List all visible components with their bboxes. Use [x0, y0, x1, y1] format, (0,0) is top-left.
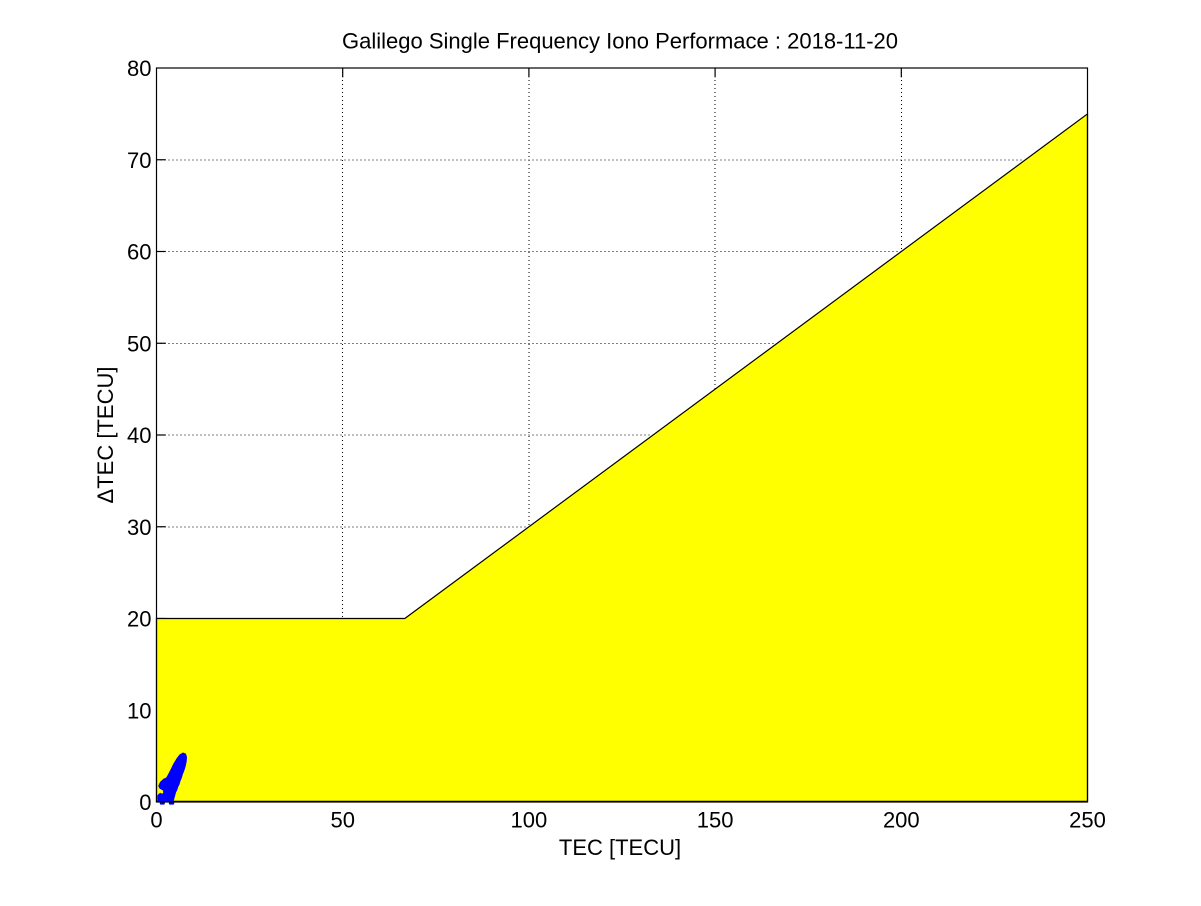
- svg-text:TEC [TECU]: TEC [TECU]: [559, 835, 681, 860]
- svg-text:50: 50: [127, 331, 151, 356]
- svg-text:40: 40: [127, 423, 151, 448]
- svg-text:20: 20: [127, 607, 151, 632]
- svg-text:0: 0: [139, 790, 151, 815]
- svg-text:10: 10: [127, 698, 151, 723]
- svg-text:ΔTEC [TECU]: ΔTEC [TECU]: [93, 367, 118, 504]
- svg-text:200: 200: [883, 808, 920, 833]
- svg-text:150: 150: [697, 808, 734, 833]
- svg-text:80: 80: [127, 56, 151, 81]
- svg-text:100: 100: [511, 808, 548, 833]
- svg-text:60: 60: [127, 240, 151, 265]
- svg-text:70: 70: [127, 148, 151, 173]
- svg-text:50: 50: [330, 808, 354, 833]
- svg-text:30: 30: [127, 515, 151, 540]
- svg-text:Galilego Single Frequency Iono: Galilego Single Frequency Iono Performac…: [342, 29, 898, 54]
- svg-text:250: 250: [1069, 808, 1106, 833]
- svg-text:0: 0: [150, 808, 162, 833]
